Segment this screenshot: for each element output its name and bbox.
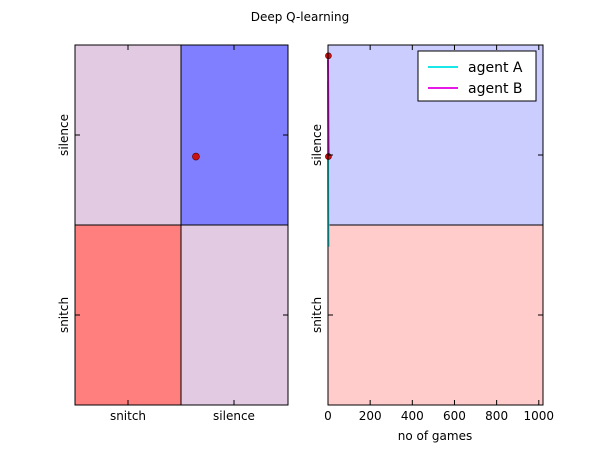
right-xtick-label-1000: 1000 [524,409,555,423]
region-snitch [328,225,543,405]
legend-label-agent-a: agent A [468,60,523,76]
left-ytick-label-silence: silence [57,114,71,156]
left-xtick-label-silence: silence [213,409,255,423]
right-ytick-label-silence: silence [310,124,324,166]
cell-snitch-snitch [75,225,181,405]
right-xtick-label-0: 0 [324,409,332,423]
agent-trajectory-plot: silence snitch 0 200 400 600 800 1000 no of g… [310,44,554,443]
right-xtick-label-600: 600 [443,409,466,423]
legend-box [417,50,537,102]
right-xlabel: no of games [398,429,472,443]
right-xtick-label-400: 400 [401,409,424,423]
cell-snitch-silence [181,225,288,405]
left-xtick-label-snitch: snitch [110,409,146,423]
cell-silence-snitch [75,45,181,225]
right-ytick-label-snitch: snitch [310,297,324,333]
right-axes-frame [327,44,544,406]
state-marker-0 [192,152,200,161]
left-ytick-label-snitch: snitch [57,297,71,333]
right-xtick-label-800: 800 [485,409,508,423]
left-axes-frame [74,44,289,406]
payoff-heatmap: snitch silence silence snitch [57,44,289,423]
legend-label-agent-b: agent B [468,81,523,97]
right-xtick-label-200: 200 [359,409,382,423]
right-xtick-layer: 0 200 400 600 800 1000 [324,45,554,423]
cell-silence-silence [181,45,288,225]
left-point-layer [192,152,200,161]
legend: agent A agent B [417,50,537,102]
figure-title: Deep Q-learning [251,10,350,24]
